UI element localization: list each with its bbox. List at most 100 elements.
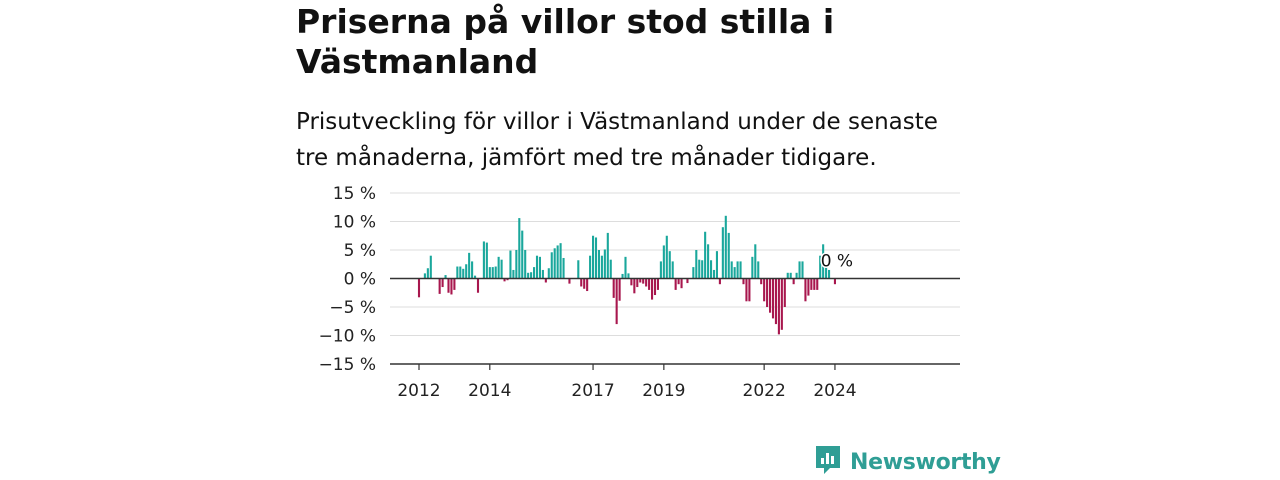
bar [447, 278, 450, 293]
bar [580, 278, 583, 287]
bar [704, 231, 707, 279]
bar [609, 259, 612, 279]
bar [771, 278, 775, 319]
bar [701, 260, 704, 279]
bar [429, 255, 432, 279]
bar [833, 278, 836, 285]
bar [583, 278, 586, 289]
bar [503, 278, 506, 282]
bar [742, 278, 745, 285]
bar [659, 261, 662, 279]
last-value-label: 0 % [821, 252, 853, 272]
bar [547, 268, 550, 279]
bar [471, 261, 474, 279]
x-tick-label: 2022 [743, 381, 786, 401]
bar [589, 255, 592, 279]
bar [807, 278, 810, 296]
bar [748, 278, 751, 302]
bar [556, 245, 559, 279]
bar [718, 278, 721, 285]
bar [606, 232, 609, 279]
bar [795, 272, 798, 279]
bar [739, 261, 742, 279]
bar [777, 278, 780, 335]
bar [633, 278, 636, 294]
bar [530, 272, 533, 279]
bar [594, 237, 598, 279]
bar [757, 261, 760, 279]
y-tick-label: 0 % [344, 270, 376, 290]
bar [786, 272, 789, 279]
bar [763, 278, 766, 302]
bar [577, 260, 580, 279]
x-tick-label: 2012 [397, 381, 440, 401]
x-tick-label: 2014 [468, 381, 511, 401]
bar [527, 272, 530, 279]
bar [627, 273, 630, 279]
bar [636, 278, 639, 288]
bar [462, 268, 465, 279]
bar [707, 244, 710, 279]
bar [459, 266, 462, 279]
bar [512, 269, 515, 279]
y-tick-label: −15 % [319, 355, 376, 375]
bar [559, 243, 562, 279]
bar [819, 255, 822, 279]
bar [745, 278, 748, 302]
bar [710, 260, 713, 279]
bar [665, 235, 668, 279]
bar [426, 268, 429, 279]
bar [680, 278, 683, 289]
bar [423, 273, 426, 279]
bar [692, 267, 695, 279]
bar [624, 256, 627, 279]
bar [639, 278, 642, 283]
bar [686, 278, 689, 284]
x-tick-label: 2024 [813, 381, 856, 401]
bar [553, 248, 556, 279]
bar [535, 255, 539, 279]
bar [774, 278, 777, 325]
bar [550, 252, 553, 279]
bar [506, 278, 509, 281]
bar [450, 278, 453, 295]
bar [509, 250, 512, 279]
bar [612, 278, 615, 298]
y-tick-label: 10 % [333, 213, 376, 233]
bar [538, 256, 541, 279]
bar [760, 278, 763, 285]
bar [780, 278, 783, 330]
bar [695, 250, 698, 279]
bar [456, 266, 459, 279]
bar [651, 278, 654, 300]
bar [441, 278, 444, 288]
bar [810, 278, 813, 290]
bar [653, 278, 657, 296]
bar [801, 261, 804, 279]
bar [789, 272, 792, 279]
bar [592, 235, 595, 279]
bar [668, 251, 671, 279]
bar [798, 261, 801, 279]
bar [648, 278, 651, 290]
bar [541, 269, 544, 279]
bar [730, 261, 733, 279]
bar [721, 227, 724, 279]
bar [618, 278, 621, 301]
axes [390, 277, 960, 370]
bar [465, 264, 468, 279]
bar [804, 278, 807, 302]
bar [736, 261, 739, 279]
bar [417, 278, 421, 298]
bar [825, 267, 828, 279]
bar [674, 278, 677, 290]
bar [813, 278, 816, 290]
bar [677, 278, 680, 285]
bar [724, 215, 727, 279]
bar [792, 278, 795, 285]
bar [485, 242, 488, 279]
bar [468, 252, 471, 279]
bar [600, 255, 603, 279]
y-tick-label: 5 % [344, 241, 376, 261]
bar [476, 278, 480, 293]
